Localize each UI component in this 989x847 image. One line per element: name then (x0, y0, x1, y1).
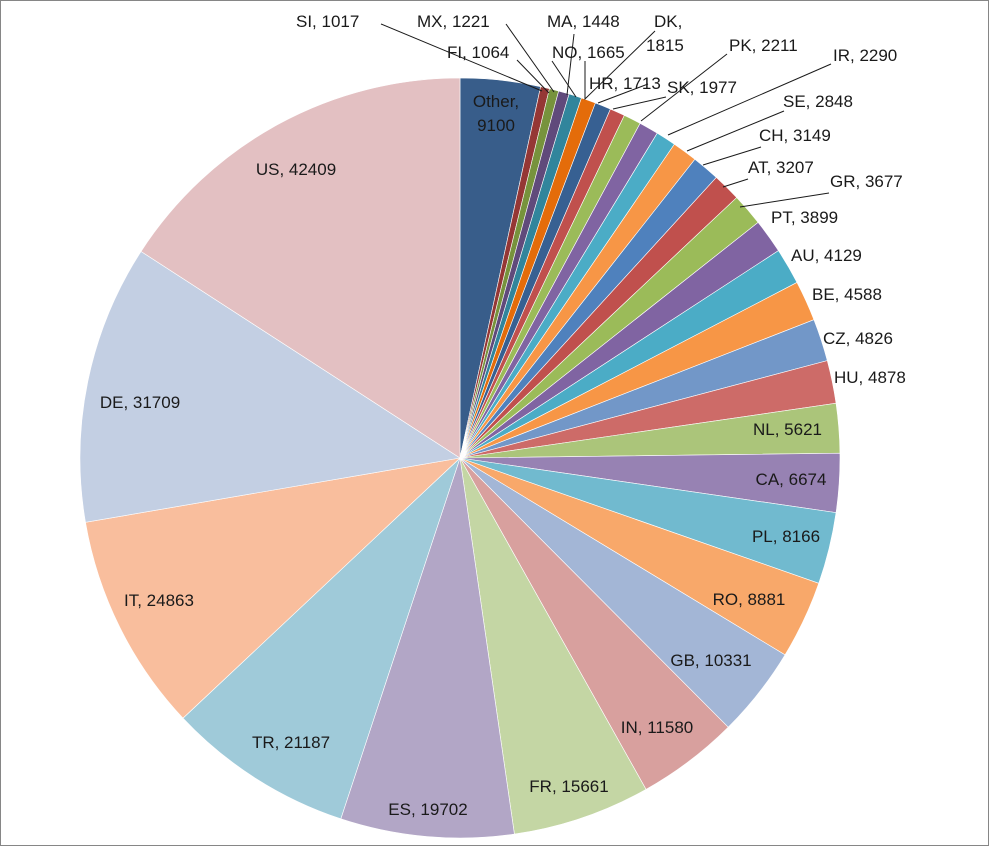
data-label-sk: SK, 1977 (667, 78, 737, 97)
data-label-ro: RO, 8881 (713, 590, 786, 609)
leader-line-fi (516, 59, 550, 94)
leader-line-at (722, 178, 749, 188)
data-label-other: Other, 9100 (473, 92, 519, 135)
data-label-fi: FI, 1064 (447, 43, 509, 62)
data-label-se: SE, 2848 (783, 92, 853, 111)
data-labels: Other, 9100 SI, 1017 FI, 1064 MX, 1221 MA, 14… (100, 12, 906, 819)
leader-line-ir (667, 63, 832, 136)
pie-slice-tr (182, 457, 461, 820)
data-label-pt: PT, 3899 (771, 208, 838, 227)
data-label-us: US, 42409 (256, 160, 336, 179)
leader-line-hr (597, 83, 649, 104)
data-label-in: IN, 11580 (621, 718, 693, 737)
data-label-it: IT, 24863 (124, 591, 194, 610)
leader-line-gr (739, 192, 830, 208)
data-label-gb: GB, 10331 (670, 651, 751, 670)
pie-slice-it (85, 457, 461, 719)
data-label-dk: DK, 1815 (646, 12, 684, 55)
pie-slices (79, 77, 841, 839)
data-label-au: AU, 4129 (791, 246, 862, 265)
leader-line-mx (505, 23, 555, 93)
leader-lines (380, 23, 832, 208)
data-label-gr: GR, 3677 (830, 172, 903, 191)
leader-line-no (551, 60, 577, 98)
data-label-es: ES, 19702 (388, 800, 467, 819)
data-label-no: NO, 1665 (552, 43, 625, 62)
pie-slice-us (140, 77, 461, 459)
data-label-ma: MA, 1448 (547, 12, 620, 31)
leader-line-si (380, 23, 543, 92)
data-label-hr: HR, 1713 (589, 74, 661, 93)
pie-slice-de (79, 251, 461, 523)
data-label-de: DE, 31709 (100, 393, 180, 412)
data-label-ca: CA, 6674 (756, 470, 827, 489)
leader-line-sk (612, 96, 667, 110)
data-label-pk: PK, 2211 (729, 36, 798, 55)
data-label-pl: PL, 8166 (752, 527, 820, 546)
data-label-nl: NL, 5621 (753, 420, 822, 439)
data-label-ir: IR, 2290 (833, 46, 897, 65)
leader-line-se (686, 110, 785, 152)
pie-slice-es (340, 457, 515, 839)
leader-line-pk (640, 53, 728, 122)
data-label-si: SI, 1017 (296, 12, 359, 31)
leader-line-dk (584, 30, 656, 101)
pie-slice-fr (459, 457, 647, 835)
data-label-hu: HU, 4878 (834, 368, 906, 387)
data-label-mx: MX, 1221 (417, 12, 490, 31)
data-label-fr: FR, 15661 (529, 777, 608, 796)
data-label-cz: CZ, 4826 (823, 329, 893, 348)
data-label-at: AT, 3207 (748, 158, 814, 177)
data-label-tr: TR, 21187 (252, 733, 330, 752)
data-label-ch: CH, 3149 (759, 126, 831, 145)
data-label-be: BE, 4588 (812, 285, 882, 304)
leader-line-ch (702, 146, 762, 166)
